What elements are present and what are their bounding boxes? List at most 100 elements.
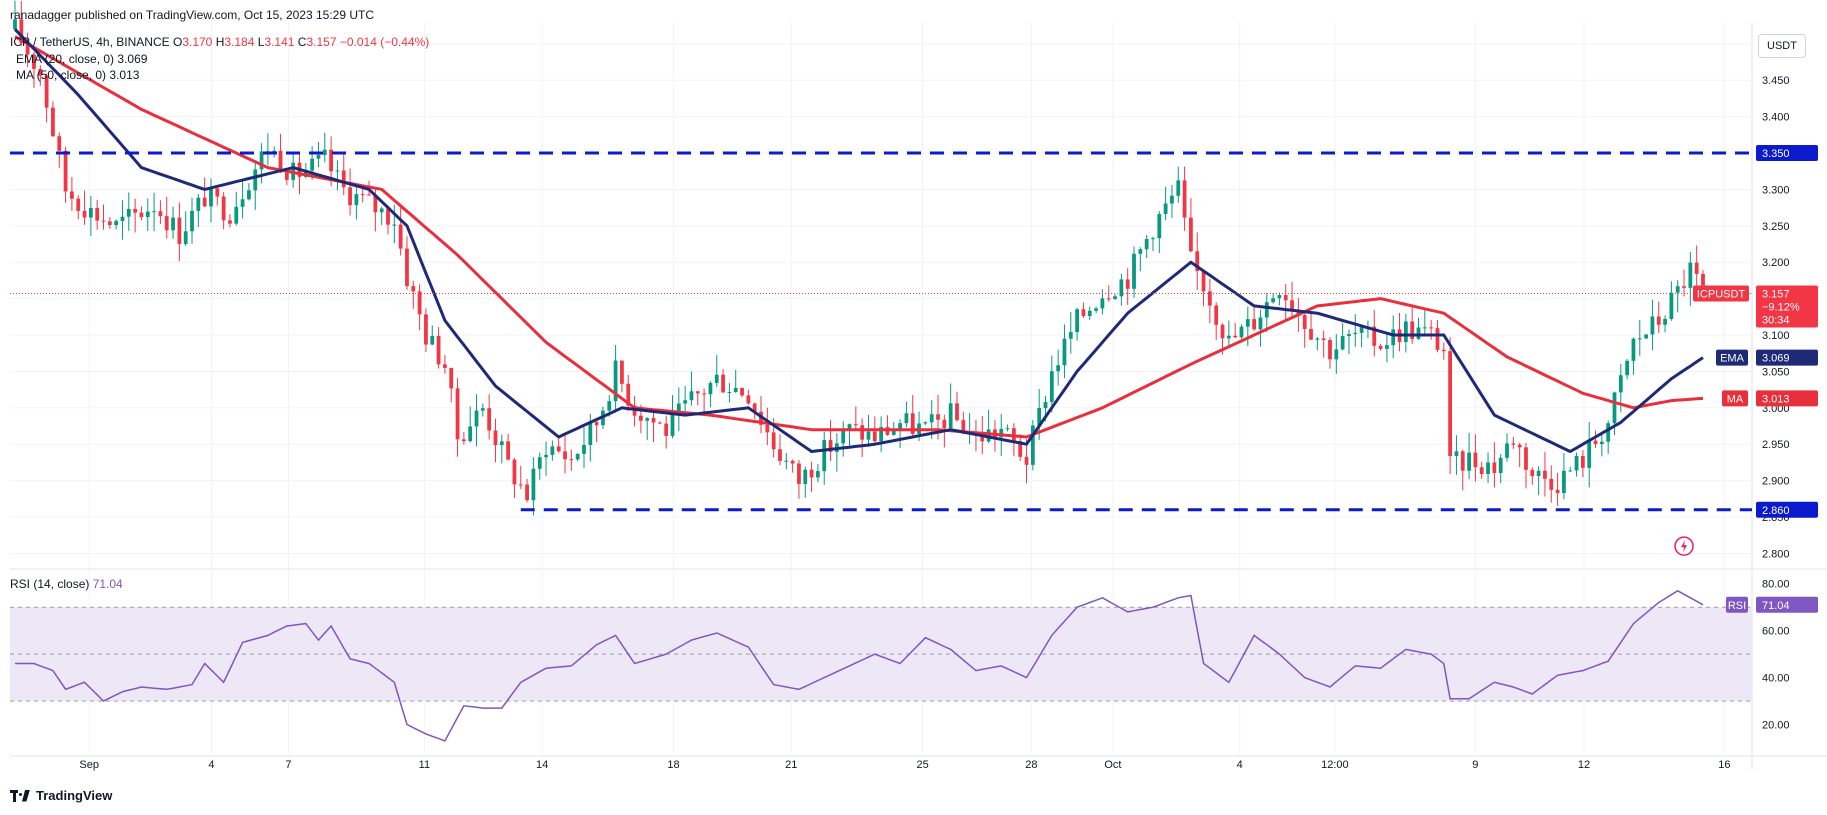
candle-body bbox=[13, 19, 17, 30]
candle-body bbox=[1511, 443, 1516, 445]
ema-legend-label: EMA (20, close, 0) bbox=[16, 52, 115, 66]
ma-tag-text: MA bbox=[1727, 393, 1744, 405]
candle-body bbox=[430, 335, 435, 345]
price-tick-label: 3.100 bbox=[1762, 330, 1790, 342]
candle-body bbox=[1043, 401, 1048, 409]
currency-unit-button[interactable]: USDT bbox=[1758, 34, 1806, 58]
candle-body bbox=[405, 248, 409, 287]
ma-legend-label: MA (50, close, 0) bbox=[16, 68, 107, 82]
candle-body bbox=[784, 460, 789, 462]
candle-body bbox=[1347, 334, 1351, 337]
candle-body bbox=[1688, 262, 1693, 288]
candle-body bbox=[1182, 180, 1187, 218]
candle-body bbox=[1125, 279, 1130, 289]
time-tick-label: 4 bbox=[208, 759, 214, 771]
price-tick-label: 3.050 bbox=[1762, 366, 1790, 378]
rsi-tag-bg bbox=[1726, 596, 1748, 613]
candle-body bbox=[866, 431, 871, 440]
candle-body bbox=[923, 422, 928, 424]
candle-body bbox=[721, 374, 725, 393]
time-tick-label: Sep bbox=[79, 759, 99, 771]
resistance-badge-text: 3.350 bbox=[1762, 148, 1790, 160]
ema-tag-bg bbox=[1716, 349, 1748, 366]
candle-body bbox=[107, 221, 112, 226]
candle-body bbox=[215, 188, 220, 197]
ema20-line bbox=[13, 28, 1704, 453]
price-tick-label: 3.300 bbox=[1762, 184, 1790, 196]
time-tick-label: 9 bbox=[1472, 759, 1478, 771]
candle-body bbox=[676, 403, 681, 412]
candle-body bbox=[1151, 238, 1155, 240]
published-byline: ranadagger published on TradingView.com,… bbox=[10, 8, 375, 22]
close-value: 3.157 bbox=[306, 35, 337, 49]
candle-body bbox=[607, 401, 612, 411]
candle-body bbox=[1353, 332, 1358, 335]
tradingview-logo-icon bbox=[10, 789, 30, 802]
candle-body bbox=[620, 360, 624, 384]
candle-body bbox=[221, 196, 226, 221]
candle-body bbox=[1448, 351, 1453, 457]
candle-body bbox=[322, 149, 327, 155]
candle-body bbox=[942, 419, 947, 429]
rsi-tick-label: 40.00 bbox=[1762, 673, 1790, 685]
candle-body bbox=[95, 207, 100, 221]
candle-body bbox=[177, 217, 182, 244]
support-badge-text: 2.860 bbox=[1762, 505, 1790, 517]
candle-body bbox=[316, 154, 321, 159]
candle-body bbox=[797, 463, 801, 484]
candle-body bbox=[202, 197, 207, 207]
open-value: 3.170 bbox=[182, 35, 213, 49]
candle-body bbox=[88, 207, 93, 218]
candle-body bbox=[1264, 302, 1269, 318]
ma-legend[interactable]: MA (50, close, 0) 3.013 bbox=[16, 67, 139, 83]
candle-body bbox=[234, 206, 239, 224]
ema-legend[interactable]: EMA (20, close, 0) 3.069 bbox=[16, 51, 147, 67]
candle-body bbox=[1378, 345, 1383, 349]
candle-body bbox=[765, 424, 770, 433]
candle-body bbox=[1656, 316, 1661, 325]
candle-body bbox=[847, 424, 852, 430]
candle-body bbox=[114, 220, 119, 226]
price-tick-label: 2.900 bbox=[1762, 476, 1790, 488]
candle-body bbox=[120, 216, 125, 221]
last-price-badge-text: 30:34 bbox=[1762, 315, 1790, 327]
candle-body bbox=[1239, 326, 1244, 338]
candle-body bbox=[278, 150, 283, 173]
ema-value-badge-bg bbox=[1756, 349, 1818, 366]
candle-body bbox=[1505, 443, 1509, 458]
price-tick-label: 3.250 bbox=[1762, 221, 1790, 233]
candle-body bbox=[1334, 349, 1339, 360]
candle-body bbox=[518, 484, 523, 486]
candle-body bbox=[1644, 334, 1648, 339]
candle-body bbox=[1226, 335, 1231, 339]
candle-body bbox=[525, 484, 529, 501]
candle-body bbox=[1562, 470, 1566, 494]
candle-body bbox=[683, 400, 688, 404]
candle-body bbox=[468, 426, 473, 442]
rsi-legend[interactable]: RSI (14, close) 71.04 bbox=[10, 576, 123, 592]
ma-legend-value: 3.013 bbox=[109, 68, 140, 82]
candle-body bbox=[1233, 335, 1238, 338]
candle-body bbox=[1618, 375, 1623, 393]
candle-body bbox=[126, 208, 131, 217]
ema-legend-value: 3.069 bbox=[117, 52, 148, 66]
candle-body bbox=[1574, 456, 1579, 471]
candle-body bbox=[63, 150, 68, 192]
candle-body bbox=[1669, 292, 1674, 319]
candle-body bbox=[1549, 478, 1554, 490]
candle-body bbox=[733, 388, 738, 393]
candle-body bbox=[563, 451, 567, 460]
rsi-tick-label: 20.00 bbox=[1762, 720, 1790, 732]
change-value: −0.014 (−0.44%) bbox=[339, 35, 430, 49]
candle-body bbox=[1170, 195, 1174, 204]
candle-body bbox=[493, 430, 498, 446]
candle-body bbox=[531, 468, 536, 501]
candle-body bbox=[70, 191, 74, 199]
tradingview-brand[interactable]: TradingView bbox=[10, 788, 112, 803]
ema-tag-text: EMA bbox=[1720, 353, 1745, 365]
price-tick-label: 3.450 bbox=[1762, 75, 1790, 87]
candle-body bbox=[853, 424, 858, 426]
candle-body bbox=[348, 187, 352, 206]
candle-body bbox=[1113, 296, 1117, 300]
